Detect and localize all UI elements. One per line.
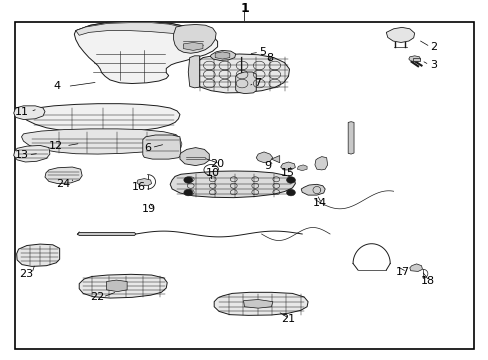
Polygon shape (191, 54, 289, 93)
Text: 21: 21 (281, 314, 295, 324)
Polygon shape (412, 58, 419, 61)
Polygon shape (77, 233, 136, 235)
Text: 19: 19 (142, 204, 156, 214)
Polygon shape (243, 300, 272, 308)
Polygon shape (409, 264, 422, 271)
Text: 20: 20 (210, 159, 224, 169)
Text: 23: 23 (20, 269, 34, 279)
Polygon shape (106, 280, 127, 292)
Polygon shape (183, 42, 203, 50)
Polygon shape (21, 129, 180, 154)
Polygon shape (256, 152, 272, 163)
Text: 15: 15 (281, 168, 295, 178)
Polygon shape (14, 145, 50, 162)
Polygon shape (314, 157, 327, 170)
Text: 2: 2 (429, 42, 437, 52)
Polygon shape (188, 56, 199, 88)
Polygon shape (280, 162, 295, 170)
Text: 24: 24 (56, 179, 70, 189)
Circle shape (183, 189, 192, 196)
Polygon shape (45, 167, 82, 184)
Polygon shape (271, 156, 279, 163)
Text: 10: 10 (205, 168, 219, 178)
Polygon shape (180, 148, 209, 166)
Text: 3: 3 (429, 60, 436, 70)
Circle shape (286, 177, 295, 183)
Polygon shape (142, 135, 181, 159)
Text: 12: 12 (49, 141, 63, 151)
Circle shape (286, 189, 295, 196)
Circle shape (183, 177, 192, 183)
Text: 13: 13 (15, 150, 29, 160)
Polygon shape (79, 274, 167, 298)
Text: 1: 1 (240, 3, 248, 15)
Polygon shape (137, 179, 151, 186)
Polygon shape (14, 106, 45, 120)
Text: 11: 11 (15, 107, 29, 117)
Polygon shape (235, 72, 256, 94)
Text: 14: 14 (312, 198, 326, 208)
Polygon shape (21, 104, 180, 132)
Polygon shape (210, 50, 235, 60)
Polygon shape (215, 52, 229, 59)
Polygon shape (347, 122, 353, 154)
Text: 17: 17 (395, 267, 409, 277)
Polygon shape (386, 27, 414, 42)
Text: 9: 9 (264, 161, 271, 171)
Polygon shape (74, 22, 217, 84)
Text: 18: 18 (420, 276, 434, 286)
Text: 8: 8 (266, 53, 273, 63)
Polygon shape (173, 24, 216, 53)
Polygon shape (301, 184, 325, 195)
Polygon shape (170, 171, 295, 198)
Text: 16: 16 (132, 182, 146, 192)
Text: 4: 4 (54, 81, 61, 91)
Text: 5: 5 (259, 47, 265, 57)
Polygon shape (408, 56, 420, 61)
Text: 22: 22 (90, 292, 104, 302)
Polygon shape (297, 165, 306, 171)
Text: 7: 7 (254, 78, 261, 88)
Text: 6: 6 (144, 143, 151, 153)
Polygon shape (17, 244, 60, 266)
Polygon shape (76, 23, 200, 36)
Polygon shape (214, 292, 307, 315)
